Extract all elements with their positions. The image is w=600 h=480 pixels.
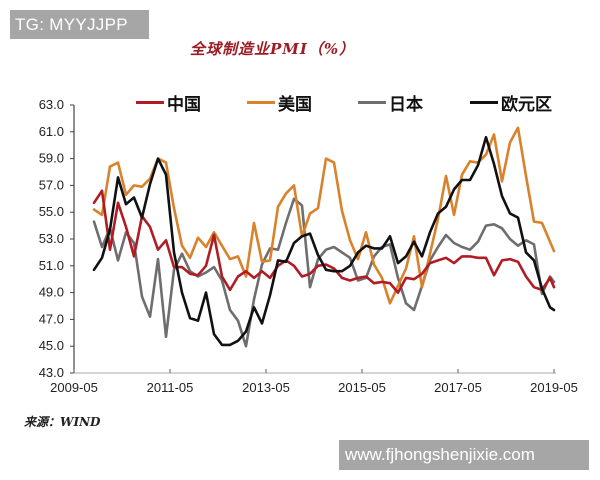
chart-title: 全球制造业PMI（%） <box>190 40 356 58</box>
y-tick-label: 45.0 <box>39 338 64 353</box>
legend-item-usa: 美国 <box>247 90 312 115</box>
x-tick-label: 2015-05 <box>338 380 386 395</box>
legend-label-japan: 日本 <box>389 95 423 115</box>
legend-swatch-japan <box>358 101 386 104</box>
series-line-2 <box>92 197 556 348</box>
y-tick-label: 51.0 <box>39 258 64 273</box>
watermark-top: TG: MYYJJPP <box>10 10 149 39</box>
legend-label-usa: 美国 <box>278 95 312 115</box>
y-tick-label: 47.0 <box>39 311 64 326</box>
y-tick-label: 53.0 <box>39 231 64 246</box>
watermark-bottom: www.fjhongshenjixie.com <box>339 440 589 470</box>
legend-item-japan: 日本 <box>358 90 423 115</box>
y-tick-label: 43.0 <box>39 365 64 380</box>
x-tick-label: 2011-05 <box>147 380 194 395</box>
legend-item-china: 中国 <box>136 90 201 115</box>
x-tick-label: 2013-05 <box>242 380 290 395</box>
series-line-1 <box>92 126 556 305</box>
y-tick-label: 63.0 <box>39 97 64 112</box>
legend-swatch-china <box>136 101 164 104</box>
x-tick-label: 2009-05 <box>50 380 98 395</box>
series-line-0 <box>92 189 556 294</box>
legend-label-eurozone: 欧元区 <box>501 95 552 115</box>
x-tick-label: 2019-05 <box>530 380 578 395</box>
legend-swatch-usa <box>247 101 275 104</box>
y-tick-label: 49.0 <box>39 285 64 300</box>
y-tick-label: 57.0 <box>39 177 64 192</box>
legend-swatch-eurozone <box>470 101 498 104</box>
y-tick-label: 61.0 <box>39 124 64 139</box>
legend-item-eurozone: 欧元区 <box>470 90 552 115</box>
y-tick-label: 59.0 <box>39 151 64 166</box>
legend-label-china: 中国 <box>167 95 201 115</box>
source-note: 来源：WIND <box>24 415 101 429</box>
series-line-3 <box>92 135 556 347</box>
y-tick-label: 55.0 <box>39 204 64 219</box>
x-tick-label: 2017-05 <box>434 380 482 395</box>
